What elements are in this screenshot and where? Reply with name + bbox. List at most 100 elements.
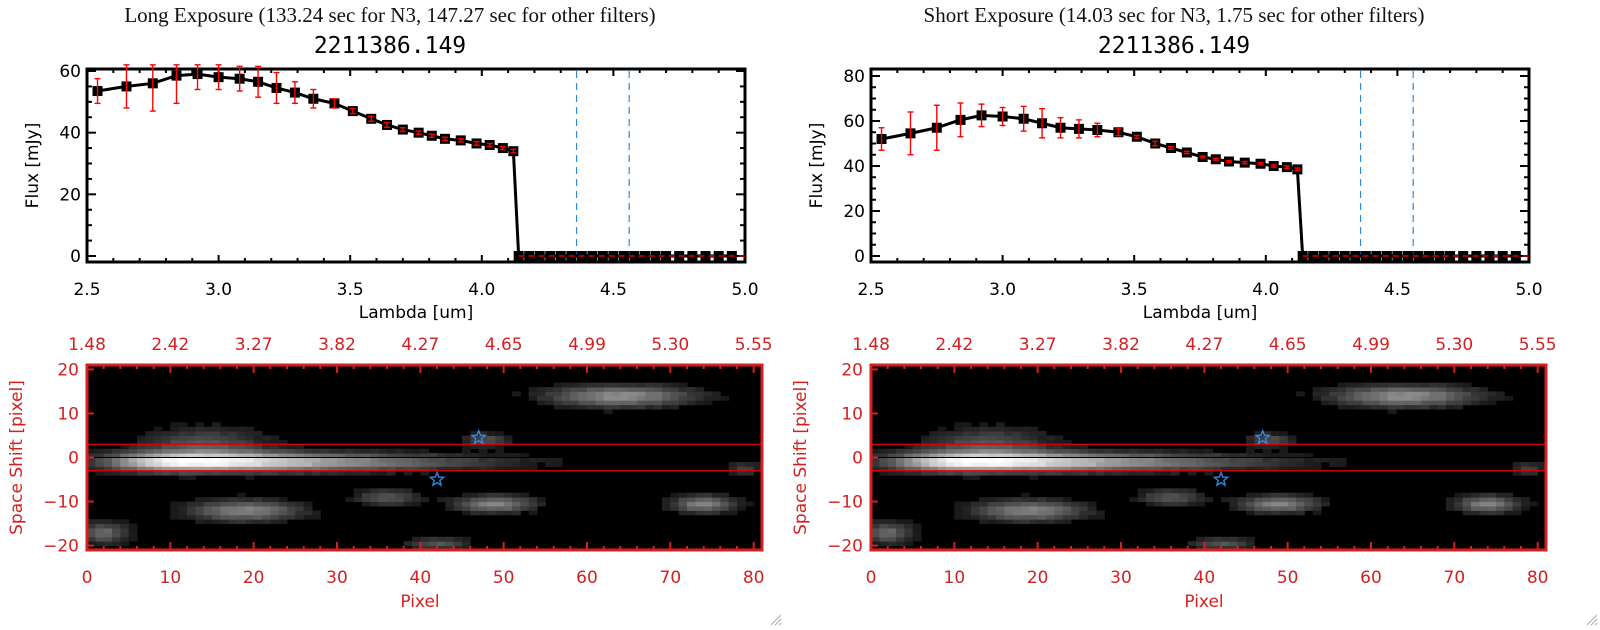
image-pixel — [1079, 501, 1089, 507]
image-pixel — [387, 448, 396, 454]
image-pixel — [737, 501, 746, 507]
image-pixel — [137, 466, 146, 472]
image-pixel — [1021, 435, 1030, 441]
image-pixel — [979, 431, 989, 436]
image-pixel — [879, 457, 889, 463]
image-pixel — [1129, 448, 1139, 454]
image-pixel — [1137, 457, 1147, 463]
image-pixel — [470, 501, 480, 507]
image-pixel — [195, 470, 205, 476]
image-pixel — [328, 453, 338, 458]
image-pixel — [1062, 457, 1072, 463]
image-pixel — [153, 444, 163, 450]
top-x-tick-label: 2.42 — [935, 335, 973, 355]
image-pixel — [712, 492, 721, 498]
image-pixel — [287, 461, 296, 467]
image-pixel — [87, 523, 96, 529]
image-pixel — [312, 470, 321, 476]
image-pixel — [1171, 457, 1180, 463]
image-pixel — [1354, 395, 1364, 401]
image-pixel — [962, 444, 972, 450]
image-pixel — [887, 519, 897, 525]
image-pixel — [871, 519, 880, 525]
image-pixel — [1471, 505, 1480, 511]
image-pixel — [1062, 439, 1072, 445]
image-pixel — [320, 457, 330, 463]
image-pixel — [503, 457, 513, 463]
image-pixel — [703, 497, 713, 503]
image-pixel — [1012, 431, 1022, 436]
image-pixel — [1037, 519, 1047, 525]
image-pixel — [462, 435, 471, 441]
plot-frame — [85, 67, 747, 264]
flux-point — [1484, 251, 1495, 261]
image-pixel — [420, 470, 430, 476]
image-pixel — [737, 505, 746, 511]
image-pixel — [996, 501, 1005, 507]
image-pixel — [287, 510, 296, 516]
image-pixel — [1246, 453, 1255, 458]
image-pixel — [445, 497, 455, 503]
image-pixel — [620, 387, 630, 392]
image-pixel — [1004, 444, 1014, 450]
image-pixel — [187, 470, 196, 476]
image-pixel — [720, 505, 730, 511]
image-pixel — [1254, 510, 1264, 516]
image-pixel — [1021, 439, 1030, 445]
image-pixel — [1054, 519, 1064, 525]
image-pixel — [637, 400, 646, 406]
image-pixel — [1421, 395, 1430, 401]
image-pixel — [1004, 505, 1014, 511]
image-pixel — [1087, 470, 1097, 476]
image-pixel — [703, 400, 713, 406]
image-pixel — [203, 501, 213, 507]
image-pixel — [137, 448, 146, 454]
image-pixel — [487, 435, 496, 441]
image-pixel — [145, 457, 155, 463]
image-pixel — [95, 523, 105, 529]
image-pixel — [979, 519, 989, 525]
resize-grip-icon[interactable] — [1584, 612, 1598, 626]
image-pixel — [520, 453, 530, 458]
image-pixel — [971, 426, 980, 432]
image-pixel — [387, 488, 396, 494]
image-pixel — [178, 426, 188, 432]
image-pixel — [971, 453, 980, 458]
image-pixel — [1204, 461, 1214, 467]
resize-grip-icon[interactable] — [768, 612, 782, 626]
image-pixel — [487, 466, 496, 472]
image-pixel — [979, 470, 989, 476]
image-pixel — [1062, 444, 1072, 450]
image-pixel — [662, 382, 671, 388]
image-pixel — [971, 466, 980, 472]
image-pixel — [1496, 501, 1505, 507]
image-pixel — [128, 453, 138, 458]
image-pixel — [1504, 505, 1514, 511]
image-pixel — [1054, 461, 1064, 467]
image-pixel — [1179, 453, 1189, 458]
image-pixel — [95, 532, 105, 538]
image-pixel — [578, 400, 588, 406]
image-pixel — [1187, 448, 1197, 454]
image-pixel — [996, 426, 1005, 432]
image-pixel — [170, 422, 180, 428]
image-pixel — [470, 505, 480, 511]
image-pixel — [954, 444, 964, 450]
image-pixel — [979, 435, 989, 441]
image-pixel — [1529, 466, 1539, 472]
image-pixel — [428, 457, 438, 463]
image-pixel — [703, 395, 713, 401]
image-pixel — [1012, 510, 1022, 516]
image-pixel — [228, 466, 238, 472]
flux-point — [661, 251, 672, 261]
image-pixel — [245, 435, 255, 441]
image-pixel — [695, 387, 705, 392]
image-pixel — [487, 492, 496, 498]
image-pixel — [1062, 519, 1072, 525]
image-pixel — [1512, 505, 1522, 511]
image-pixel — [1296, 501, 1305, 507]
image-pixel — [95, 448, 105, 454]
image-pixel — [478, 505, 488, 511]
image-pixel — [1137, 448, 1147, 454]
image-pixel — [270, 505, 280, 511]
